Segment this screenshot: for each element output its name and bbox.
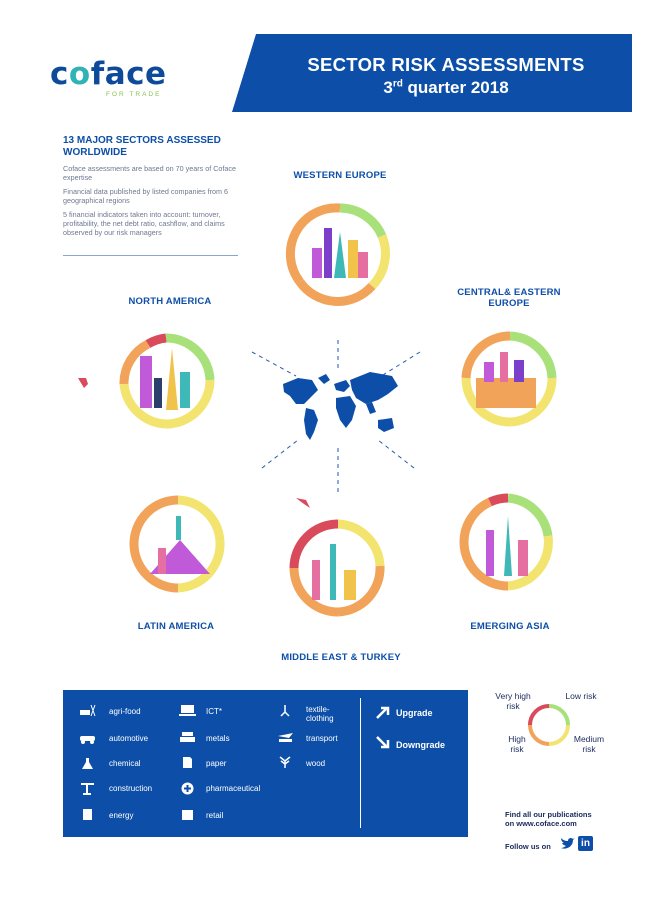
legend-wood: wood xyxy=(306,759,326,768)
cityscape-north-america xyxy=(140,348,190,410)
donut-western-europe xyxy=(285,203,390,306)
cityscape-middle-east-turkey xyxy=(312,544,356,600)
cityscape-western-europe xyxy=(312,228,368,278)
legend-metals: metals xyxy=(206,734,230,743)
legend-agri-food: agri-food xyxy=(109,707,141,716)
legend-paper: paper xyxy=(206,759,227,768)
cityscape-emerging-asia xyxy=(486,516,528,576)
legend-upgrade: Upgrade xyxy=(396,708,433,718)
legend-pharmaceutical: pharmaceutical xyxy=(206,784,261,793)
legend-downgrade: Downgrade xyxy=(396,740,446,750)
ict-icon xyxy=(179,705,196,716)
coface-logo[interactable]: coface FOR TRADE xyxy=(50,58,180,103)
upgrade-arrow-north-america xyxy=(78,378,88,388)
legend-transport: transport xyxy=(306,734,338,743)
world-map xyxy=(283,372,398,440)
metals-icon xyxy=(180,732,195,742)
intro-paragraph-1: Coface assessments are based on 70 years… xyxy=(63,164,236,182)
construction-icon xyxy=(81,783,94,795)
logo-wordmark: coface xyxy=(50,56,167,92)
agri-food-icon xyxy=(80,704,96,717)
regions-illustration xyxy=(78,203,557,617)
intro-paragraph-3: 5 financial indicators taken into accoun… xyxy=(63,210,225,237)
region-label-western-europe: WESTERN EUROPE xyxy=(293,170,387,181)
wood-icon xyxy=(279,756,291,768)
legend-automotive: automotive xyxy=(109,734,149,743)
region-label-emerging-asia: EMERGING ASIA xyxy=(470,621,550,632)
legend-retail: retail xyxy=(206,811,224,820)
website-link[interactable]: on www.coface.com xyxy=(505,819,577,828)
legend-divider xyxy=(360,698,361,828)
legend-ict: ICT* xyxy=(206,707,222,716)
page-title: SECTOR RISK ASSESSMENTS xyxy=(307,54,585,75)
sector-legend: agri-food automotive chemical constructi… xyxy=(63,690,468,837)
intro-heading: 13 MAJOR SECTORS ASSESSED WORLDWIDE xyxy=(63,135,221,158)
donut-emerging-asia xyxy=(459,493,553,591)
title-banner: SECTOR RISK ASSESSMENTS 3rd quarter 2018 xyxy=(232,34,632,112)
energy-icon xyxy=(83,809,92,820)
page-subtitle: 3rd quarter 2018 xyxy=(383,78,509,97)
downgrade-arrow-middle-east xyxy=(296,498,310,508)
paper-icon xyxy=(183,757,192,768)
region-label-latin-america: LATIN AMERICA xyxy=(137,621,215,632)
automotive-icon xyxy=(80,736,95,744)
legend-textile-clothing: textile-clothing xyxy=(306,705,334,723)
donut-central-eastern-europe xyxy=(461,331,557,427)
twitter-icon[interactable] xyxy=(560,837,576,851)
legend-energy: energy xyxy=(109,811,134,820)
follow-us-label: Follow us on xyxy=(505,842,551,851)
retail-icon xyxy=(182,810,193,820)
intro-divider xyxy=(63,255,238,256)
textile-clothing-icon xyxy=(280,705,290,717)
legend-construction: construction xyxy=(109,784,153,793)
region-label-north-america: NORTH AMERICA xyxy=(128,296,212,307)
intro-paragraph-2: Financial data published by listed compa… xyxy=(63,187,229,205)
risk-scale-ring xyxy=(528,704,570,746)
donut-middle-east-turkey xyxy=(289,519,385,617)
upgrade-icon xyxy=(376,706,390,719)
cityscape-central-eastern-europe xyxy=(476,352,536,408)
cityscape-latin-america xyxy=(150,516,210,574)
intro-block: 13 MAJOR SECTORS ASSESSED WORLDWIDE Cofa… xyxy=(63,135,253,237)
donut-north-america xyxy=(119,333,215,429)
linkedin-icon[interactable]: in xyxy=(578,836,593,851)
risk-low-label: Low risk xyxy=(565,691,597,701)
risk-very-high-label: Very high risk xyxy=(495,691,531,711)
risk-medium-label: Medium risk xyxy=(573,734,605,754)
logo-tagline: FOR TRADE xyxy=(106,91,162,98)
transport-icon xyxy=(278,733,293,742)
region-label-central-eastern-europe: CENTRAL& EASTERN EUROPE xyxy=(457,287,561,309)
publications-note: Find all our publications on www.coface.… xyxy=(505,810,592,828)
chemical-icon xyxy=(82,758,93,769)
region-label-middle-east-turkey: MIDDLE EAST & TURKEY xyxy=(281,652,401,663)
dashed-connectors xyxy=(251,340,421,492)
pharmaceutical-icon xyxy=(181,782,194,795)
risk-high-label: High risk xyxy=(508,734,526,754)
legend-chemical: chemical xyxy=(109,759,141,768)
downgrade-icon xyxy=(376,736,390,749)
